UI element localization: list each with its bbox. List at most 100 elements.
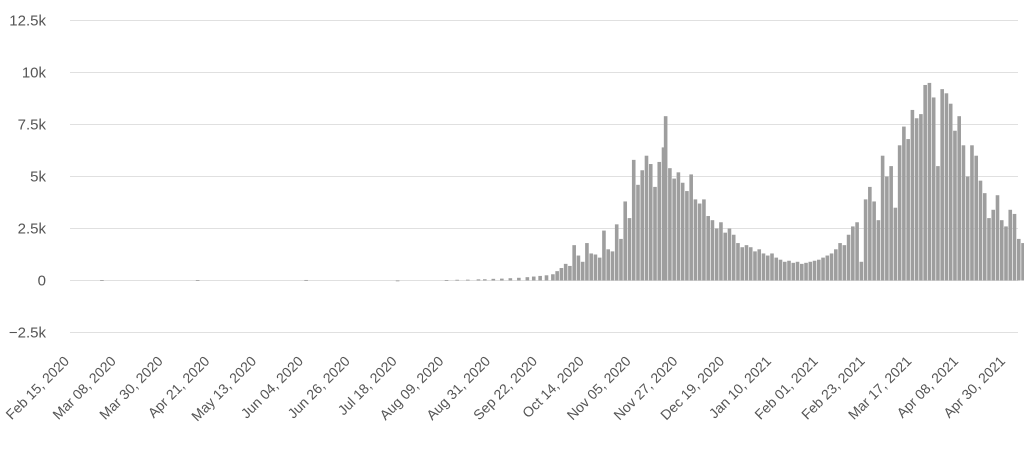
bar: [842, 245, 847, 281]
bar: [761, 253, 766, 281]
bar: [770, 253, 774, 281]
bar: [876, 220, 881, 281]
bar: [825, 255, 830, 281]
bar: [636, 184, 640, 281]
bar: [657, 161, 662, 281]
bar: [961, 145, 966, 281]
bar: [195, 280, 200, 281]
bar: [736, 243, 740, 281]
bar: [619, 238, 623, 281]
bar: [693, 199, 698, 281]
bar: [714, 228, 719, 281]
bar: [821, 257, 825, 281]
bar: [1008, 209, 1013, 281]
bar: [706, 216, 710, 281]
bar: [589, 253, 593, 281]
bar: [697, 203, 702, 281]
bar: [517, 277, 521, 281]
bar: [580, 261, 585, 281]
bar: [710, 220, 715, 281]
bar: [859, 261, 864, 281]
bar: [782, 261, 787, 281]
y-tick-label: 12.5k: [9, 13, 46, 30]
bar: [957, 116, 961, 281]
gridlines: [70, 20, 1018, 333]
bar: [551, 274, 555, 281]
bar: [653, 186, 657, 281]
bar: [685, 191, 689, 281]
bars: [100, 82, 1024, 282]
bar: [544, 275, 549, 281]
bar: [538, 275, 542, 281]
bar: [508, 278, 513, 281]
bar: [953, 130, 957, 281]
bar: [834, 249, 838, 281]
bar: [719, 222, 723, 281]
bar: [483, 279, 487, 281]
bar: [661, 147, 666, 281]
bar: [455, 279, 459, 281]
bar: [774, 257, 779, 281]
y-tick-label: 7.5k: [18, 117, 47, 134]
bar: [978, 180, 983, 281]
bar: [868, 186, 872, 281]
bar: [672, 178, 676, 281]
bar: [531, 276, 536, 281]
bar: [476, 279, 481, 281]
bar: [1016, 238, 1021, 281]
bar: [753, 251, 757, 281]
bar: [914, 118, 919, 281]
bar: [1012, 213, 1017, 281]
bar: [610, 251, 615, 281]
bar: [676, 172, 681, 281]
bar: [727, 228, 732, 281]
bar: [893, 207, 898, 281]
bar: [923, 84, 927, 281]
bar: [880, 155, 885, 281]
bar: [987, 218, 991, 281]
bar: [851, 226, 855, 281]
bar: [931, 97, 936, 281]
bar: [787, 260, 791, 281]
bar: [757, 249, 762, 281]
bar: [555, 271, 559, 281]
bar: [593, 254, 598, 281]
bar: [702, 199, 706, 281]
bar: [568, 265, 572, 281]
bar: [855, 222, 859, 281]
bar: [680, 182, 685, 281]
bar: [927, 82, 932, 281]
bar: [644, 155, 649, 281]
bar: [640, 170, 645, 281]
bar: [606, 249, 610, 281]
bar: [804, 262, 808, 281]
bar: [627, 218, 632, 281]
bar: [723, 232, 727, 281]
bar: [846, 234, 851, 281]
y-tick-label: 2.5k: [18, 221, 47, 238]
bar: [1004, 226, 1008, 281]
bar: [491, 278, 496, 281]
bar: [597, 257, 602, 281]
bar: [304, 279, 308, 281]
bar: [668, 168, 672, 281]
bar: [999, 220, 1004, 281]
bar: [974, 155, 979, 281]
bar: [778, 259, 783, 281]
bar: [791, 262, 796, 281]
bar: [765, 255, 770, 281]
bar: [944, 93, 949, 281]
bar: [919, 114, 923, 281]
bar: [1021, 243, 1024, 281]
y-tick-label: 0: [38, 273, 46, 290]
bar: [872, 201, 876, 281]
bar: [572, 245, 576, 281]
y-tick-label: −2.5k: [9, 325, 47, 342]
bar: [885, 176, 889, 281]
bar: [936, 166, 940, 281]
bar: [623, 201, 628, 281]
bar: [838, 243, 842, 281]
bar: [897, 145, 902, 281]
